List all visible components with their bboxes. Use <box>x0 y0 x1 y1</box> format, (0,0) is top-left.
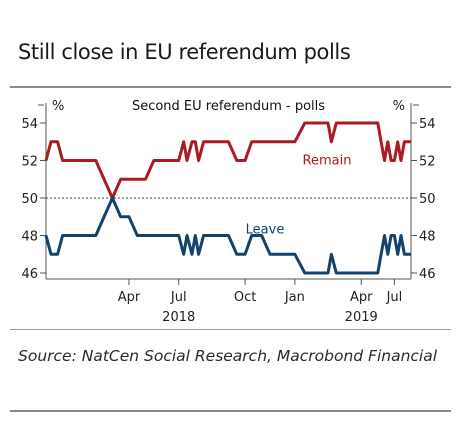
x-tick-label: Jul <box>386 290 403 305</box>
y-tick-label-right: 52 <box>419 155 436 170</box>
y-tick-label-left: 48 <box>21 230 38 245</box>
x-tick-label: Apr <box>350 290 373 305</box>
chart-axes <box>38 103 419 285</box>
y-tick-label-left: 52 <box>21 155 38 170</box>
y-tick-label-left: 50 <box>21 192 38 207</box>
series-label-remain: Remain <box>303 153 352 168</box>
series-line-remain <box>44 121 411 200</box>
year-label: 2019 <box>345 310 378 325</box>
series-label-leave: Leave <box>246 223 285 238</box>
x-tick-label: Jan <box>284 290 305 305</box>
source-note: Source: NatCen Social Research, Macrobon… <box>18 347 438 365</box>
x-tick-label: Jul <box>170 290 187 305</box>
y-tick-label-left: 46 <box>21 267 38 282</box>
chart-title: Still close in EU referendum polls <box>18 40 351 64</box>
x-tick-label: Oct <box>234 290 256 305</box>
series-layer <box>44 121 411 275</box>
y-tick-label-right: 46 <box>419 267 436 282</box>
y-tick-label-right: 50 <box>419 192 436 207</box>
chart-subtitle: Second EU referendum - polls <box>132 99 325 114</box>
x-tick-label: Apr <box>118 290 141 305</box>
series-line-leave <box>44 196 411 275</box>
line-chart: 46 46 48 48 50 50 52 52 54 54% % Second EU referend… <box>21 99 435 325</box>
end-rule <box>10 410 451 412</box>
labels-layer: 46 46 48 48 50 50 52 52 54 54% % Second EU referend… <box>21 99 435 325</box>
y-tick-label-right: 54 <box>419 117 436 132</box>
y-tick-label-left: 54 <box>21 117 38 132</box>
top-rule <box>10 86 451 88</box>
y-tick-label-right: 48 <box>419 230 436 245</box>
y-unit-left: % <box>52 99 64 114</box>
bottom-rule <box>10 329 451 330</box>
year-label: 2018 <box>162 310 195 325</box>
y-unit-right: % <box>393 99 405 114</box>
